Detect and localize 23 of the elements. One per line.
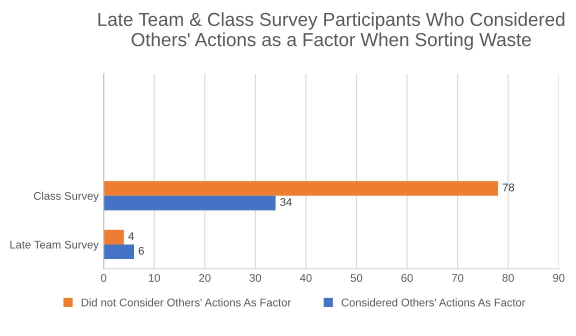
x-tick-label: 10 [148,274,160,282]
y-tick-label: Class Survey [34,192,99,202]
bar [104,181,498,196]
legend-label: Considered Others' Actions As Factor [342,298,526,306]
x-tick-label: 40 [300,274,312,282]
data-label: 4 [128,232,134,240]
x-tick-label: 50 [350,274,362,282]
chart-title: Late Team & Class Survey Participants Who Considered Others' Actions as a Factor When Sorting Waste [98,12,564,50]
y-tick-label: Late Team Survey [10,240,99,251]
x-tick-label: 70 [452,274,464,282]
legend-label: Did not Consider Others' Actions As Factor [82,298,291,306]
x-tick-label: 80 [502,274,514,282]
x-tick-label: 20 [199,274,211,282]
data-label: 78 [502,184,514,192]
data-label: 6 [138,246,144,255]
x-tick-label: 60 [401,274,413,282]
bar [104,230,124,244]
bar [104,244,134,260]
bar [104,196,276,210]
x-tick-label: 90 [553,274,564,282]
data-label: 34 [280,198,292,206]
x-tick-label: 0 [101,274,106,282]
x-tick-label: 30 [250,274,262,282]
